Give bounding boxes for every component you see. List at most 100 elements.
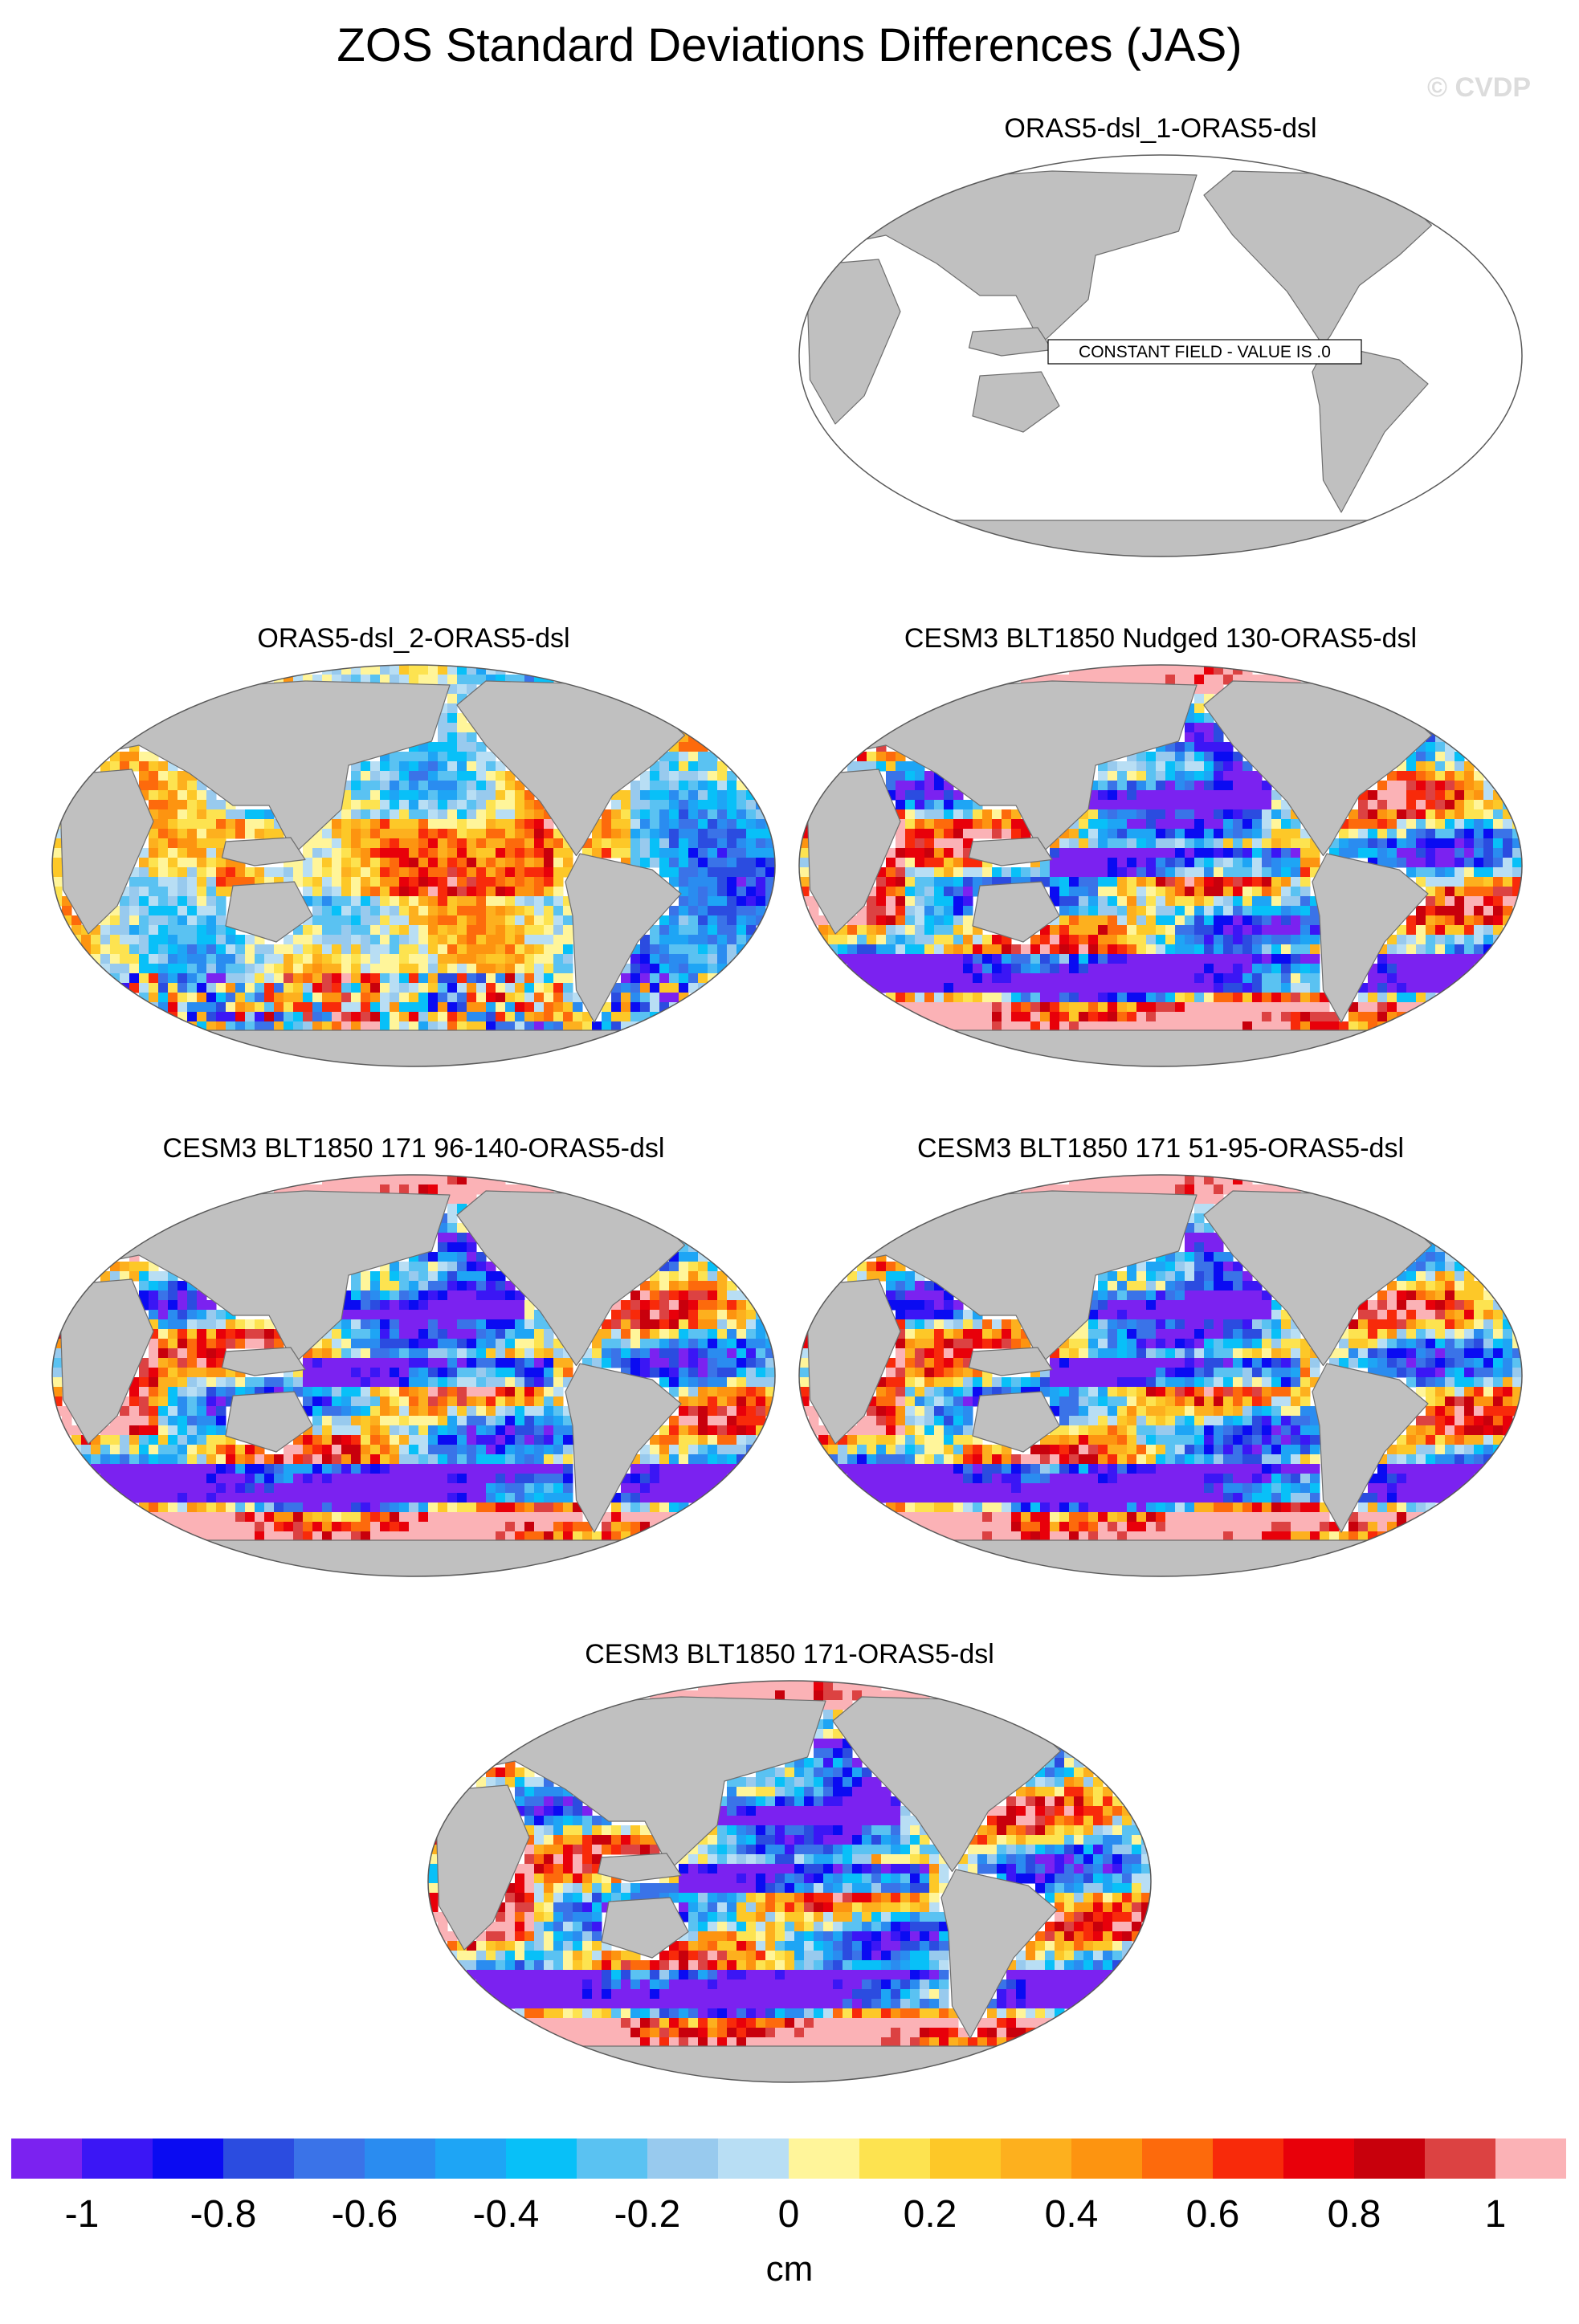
- map-content: [52, 1175, 775, 1576]
- colorbar-tick-label: -1: [64, 2193, 100, 2236]
- colorbar-segment: [435, 2138, 507, 2179]
- land-south-america: [565, 1363, 682, 1533]
- colorbar-segment: [1071, 2138, 1143, 2179]
- field-cells: [428, 1681, 1151, 2048]
- land-south-america: [1312, 343, 1429, 513]
- panel-title: CESM3 BLT1850 Nudged 130-ORAS5-dsl: [904, 623, 1418, 654]
- colorbar-segment: [859, 2138, 931, 2179]
- panel-title: ORAS5-dsl_1-ORAS5-dsl: [1004, 113, 1317, 144]
- colorbar-segment: [11, 2138, 83, 2179]
- panel-title: ORAS5-dsl_2-ORAS5-dsl: [257, 623, 570, 654]
- land-africa: [806, 769, 901, 935]
- land-antarctica: [52, 1029, 775, 1066]
- colorbar-segment: [577, 2138, 648, 2179]
- world-map: [798, 664, 1523, 1067]
- colorbar-segment: [1213, 2138, 1284, 2179]
- land-antarctica: [428, 2045, 1151, 2082]
- land-australia: [225, 1391, 313, 1453]
- land-maritime-continent: [968, 837, 1053, 866]
- colorbar-segment: [294, 2138, 365, 2179]
- colorbar-tick-label: 0.4: [1044, 2193, 1099, 2236]
- constant-field-label: CONSTANT FIELD - VALUE IS .0: [1079, 343, 1331, 361]
- colorbar-segment: [789, 2138, 860, 2179]
- map-border: [798, 664, 1523, 1067]
- land-australia: [972, 1391, 1060, 1453]
- colorbar-segment: [1001, 2138, 1072, 2179]
- figure-title: ZOS Standard Deviations Differences (JAS…: [337, 19, 1242, 71]
- map-content: [799, 164, 1522, 557]
- land-antarctica: [799, 1539, 1522, 1576]
- land-africa: [806, 259, 901, 425]
- colorbar-segment: [365, 2138, 436, 2179]
- land-maritime-continent: [597, 1853, 682, 1882]
- land-africa: [806, 1278, 901, 1445]
- colorbar-segment: [153, 2138, 224, 2179]
- panel-title: CESM3 BLT1850 171-ORAS5-dsl: [585, 1639, 994, 1670]
- colorbar-tick-label: 0.8: [1327, 2193, 1381, 2236]
- colorbar-segment: [506, 2138, 577, 2179]
- map-border: [51, 1174, 776, 1577]
- map-content: [799, 1175, 1522, 1576]
- land-antarctica: [52, 1539, 775, 1576]
- map-content: [52, 665, 775, 1066]
- map-panel-oras5-dsl-2: ORAS5-dsl_2-ORAS5-dsl: [48, 622, 779, 1104]
- land-south-america: [940, 1869, 1058, 2039]
- land-africa: [59, 1278, 154, 1445]
- map-border: [51, 664, 776, 1067]
- map-panel-cesm3-96-140: CESM3 BLT1850 171 96-140-ORAS5-dsl: [48, 1132, 779, 1614]
- colorbar-segment: [1354, 2138, 1426, 2179]
- panel-title: CESM3 BLT1850 171 96-140-ORAS5-dsl: [162, 1133, 665, 1164]
- world-map: CONSTANT FIELD - VALUE IS .0: [798, 154, 1523, 557]
- land-africa: [435, 1784, 530, 1951]
- map-content: [428, 1681, 1151, 2082]
- land-maritime-continent: [221, 1347, 306, 1376]
- colorbar-tick-label: 0: [777, 2193, 800, 2236]
- land-greenland: [1042, 1690, 1098, 1726]
- world-map: [798, 1174, 1523, 1577]
- colorbar: [11, 2138, 1567, 2179]
- colorbar-segment: [223, 2138, 295, 2179]
- cvdp-watermark: © CVDP: [1427, 72, 1531, 103]
- colorbar-segment: [647, 2138, 719, 2179]
- land-australia: [972, 371, 1060, 433]
- colorbar-tick-label: -0.2: [614, 2193, 681, 2236]
- map-border: [798, 1174, 1523, 1577]
- land-africa: [59, 769, 154, 935]
- colorbar-segment: [930, 2138, 1002, 2179]
- colorbar-tick-label: 1: [1484, 2193, 1507, 2236]
- colorbar-tick-label: -0.4: [472, 2193, 540, 2236]
- land-greenland: [1413, 164, 1469, 200]
- land-greenland: [666, 674, 722, 710]
- colorbar-tick-label: -0.8: [190, 2193, 257, 2236]
- colorbar-segment: [1425, 2138, 1496, 2179]
- panel-title: CESM3 BLT1850 171 51-95-ORAS5-dsl: [916, 1133, 1404, 1164]
- colorbar-tick-label: 0.2: [903, 2193, 957, 2236]
- colorbar-segment: [1283, 2138, 1355, 2179]
- land-maritime-continent: [968, 327, 1053, 357]
- colorbar-segment: [82, 2138, 153, 2179]
- land-greenland: [1413, 1184, 1469, 1220]
- land-australia: [972, 881, 1060, 943]
- land-antarctica: [799, 1029, 1522, 1066]
- colorbar-segment: [718, 2138, 790, 2179]
- world-map: [51, 664, 776, 1067]
- colorbar-tick-labels: -1 -0.8 -0.6 -0.4 -0.2 0 0.2 0.4 0.6 0.8 1: [0, 2192, 1579, 2240]
- colorbar-tick-label: -0.6: [331, 2193, 398, 2236]
- world-map: [427, 1680, 1152, 2083]
- land-antarctica: [799, 520, 1522, 557]
- field-cells: [799, 665, 1522, 1032]
- constant-field-box: [1047, 339, 1362, 365]
- map-content: [799, 665, 1522, 1066]
- map-panel-cesm3-nudged-130: CESM3 BLT1850 Nudged 130-ORAS5-dsl: [795, 622, 1526, 1104]
- map-panel-oras5-dsl-1: ORAS5-dsl_1-ORAS5-dsl CONSTANT FIELD - V…: [795, 112, 1526, 594]
- colorbar-segment: [1495, 2138, 1567, 2179]
- land-maritime-continent: [968, 1347, 1053, 1376]
- world-map: [51, 1174, 776, 1577]
- colorbar-svg: [11, 2138, 1567, 2179]
- colorbar-unit-label: cm: [765, 2249, 814, 2289]
- land-south-america: [565, 853, 682, 1023]
- map-panel-cesm3-171: CESM3 BLT1850 171-ORAS5-dsl: [424, 1638, 1155, 2120]
- map-panel-cesm3-51-95: CESM3 BLT1850 171 51-95-ORAS5-dsl: [795, 1132, 1526, 1614]
- land-australia: [225, 881, 313, 943]
- colorbar-segment: [1142, 2138, 1214, 2179]
